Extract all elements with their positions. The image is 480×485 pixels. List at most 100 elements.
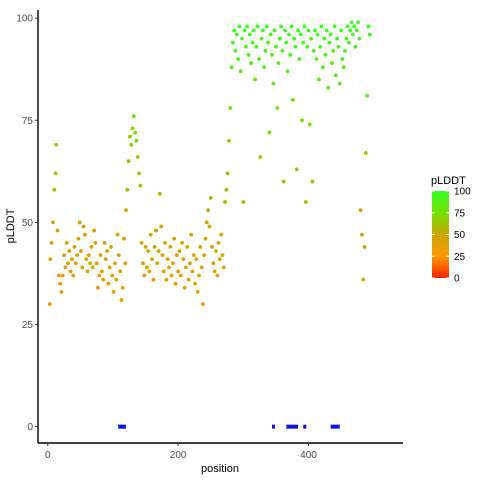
data-point xyxy=(203,236,208,241)
data-point xyxy=(96,285,100,290)
data-point xyxy=(335,36,340,41)
data-point xyxy=(164,277,169,282)
data-point xyxy=(353,44,358,49)
data-point xyxy=(69,257,74,262)
data-point xyxy=(318,44,323,49)
data-point xyxy=(110,273,115,278)
data-point xyxy=(202,253,207,257)
data-point xyxy=(125,187,130,192)
y-tick-label: 75 xyxy=(22,116,34,127)
data-point xyxy=(143,245,148,249)
data-point xyxy=(301,40,306,45)
data-point xyxy=(311,48,316,53)
points-layer xyxy=(47,20,372,307)
data-point xyxy=(204,220,209,225)
x-ticks-layer: 0 200 400 xyxy=(45,443,317,461)
data-point xyxy=(262,65,267,70)
data-point xyxy=(147,269,152,274)
legend: pLDDT 0 25 50 75 100 xyxy=(431,175,471,285)
data-point xyxy=(215,273,220,278)
data-point xyxy=(315,32,320,37)
data-point xyxy=(142,273,147,278)
data-point xyxy=(47,302,52,307)
data-point xyxy=(294,167,299,172)
data-point xyxy=(331,48,336,53)
data-point xyxy=(214,249,218,253)
data-point xyxy=(116,253,121,257)
data-point xyxy=(287,32,291,37)
data-point xyxy=(107,265,112,270)
y-ticks-layer: 0 25 50 75 100 xyxy=(16,14,38,433)
data-point xyxy=(128,134,132,139)
data-point xyxy=(216,240,221,245)
data-point xyxy=(313,28,317,33)
data-point xyxy=(352,24,357,29)
legend-title: pLDDT xyxy=(431,175,466,187)
data-point xyxy=(263,48,268,53)
data-point xyxy=(271,81,276,86)
data-point xyxy=(343,48,347,53)
data-point xyxy=(296,28,300,33)
data-point xyxy=(195,289,200,294)
data-point xyxy=(84,257,89,262)
data-point xyxy=(260,28,265,33)
data-point xyxy=(292,36,297,41)
data-point xyxy=(81,224,86,229)
data-point xyxy=(150,257,154,262)
data-point xyxy=(276,61,281,66)
data-point xyxy=(210,245,214,249)
data-point xyxy=(105,249,109,253)
data-point xyxy=(193,281,197,286)
data-point xyxy=(328,32,333,37)
data-point xyxy=(138,183,143,188)
data-point xyxy=(130,126,135,131)
data-point xyxy=(337,81,342,86)
data-point xyxy=(232,28,237,33)
data-point xyxy=(197,273,201,278)
data-point xyxy=(274,44,278,49)
data-point xyxy=(322,36,327,41)
data-point xyxy=(59,289,64,294)
data-point xyxy=(320,65,325,70)
data-point xyxy=(357,36,362,41)
data-point xyxy=(268,32,273,37)
data-point xyxy=(207,224,212,229)
data-point xyxy=(123,261,128,266)
data-point xyxy=(361,277,366,282)
data-point xyxy=(89,245,94,249)
data-point xyxy=(240,36,244,41)
position-marker xyxy=(303,424,307,429)
data-point xyxy=(244,44,248,49)
data-point xyxy=(228,106,233,110)
data-point xyxy=(180,240,184,245)
data-point xyxy=(362,245,367,249)
data-point xyxy=(236,57,240,61)
data-point xyxy=(238,69,243,74)
data-point xyxy=(327,40,332,45)
data-point xyxy=(135,155,140,159)
data-point xyxy=(156,249,161,253)
data-point xyxy=(277,36,282,41)
data-point xyxy=(66,261,70,266)
data-point xyxy=(217,257,222,262)
data-point xyxy=(169,273,174,278)
data-point xyxy=(266,40,270,45)
data-point xyxy=(63,265,68,270)
legend-tick-label: 50 xyxy=(454,230,466,241)
data-point xyxy=(279,24,284,29)
data-point xyxy=(241,200,246,204)
data-point xyxy=(118,269,123,274)
data-point xyxy=(339,28,343,33)
data-point xyxy=(141,261,145,266)
data-point xyxy=(113,261,117,266)
data-point xyxy=(309,36,313,41)
data-point xyxy=(341,65,346,70)
data-point xyxy=(79,249,83,253)
legend-tick-label: 25 xyxy=(454,252,466,263)
data-point xyxy=(129,142,134,147)
data-point xyxy=(323,53,328,57)
data-point xyxy=(233,48,238,53)
data-point xyxy=(336,44,341,49)
data-point xyxy=(151,277,156,282)
data-point xyxy=(184,265,188,270)
